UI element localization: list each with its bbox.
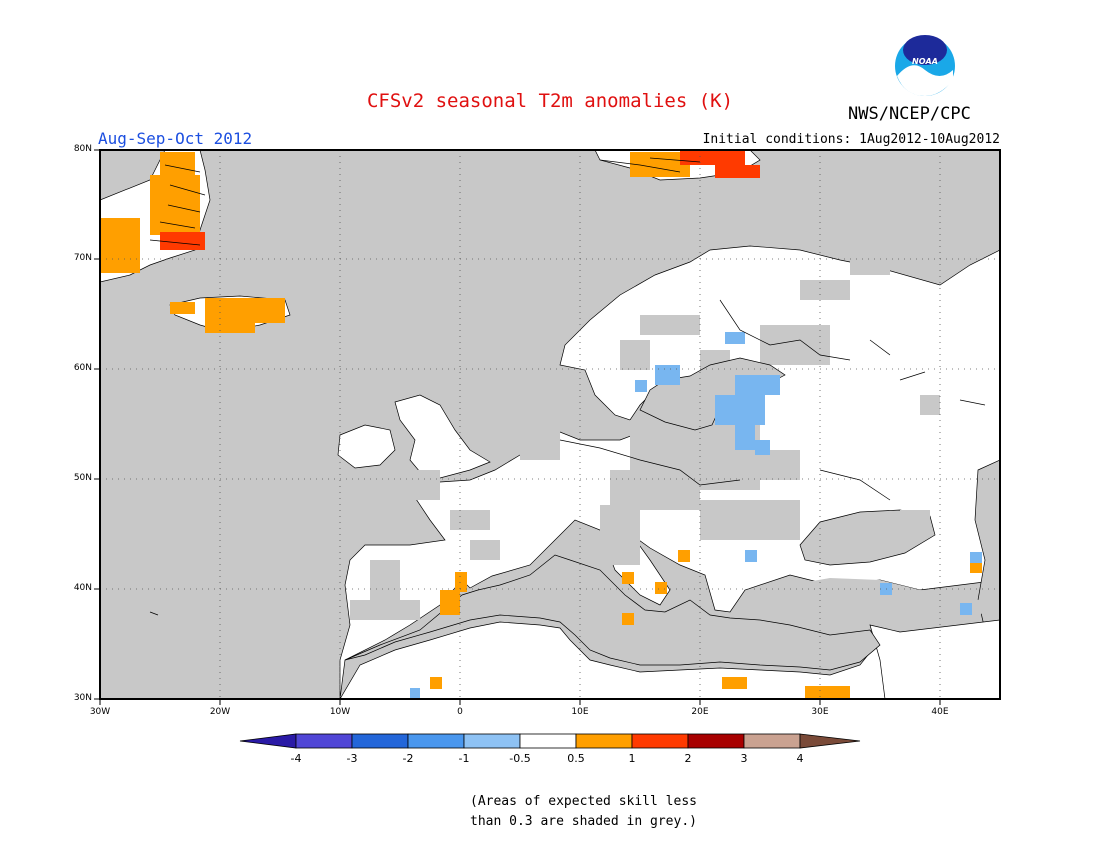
lon-label-10w: 10W bbox=[329, 707, 351, 717]
colorbar-swatch-above-4 bbox=[799, 733, 861, 749]
colorbar-swatch-neutral bbox=[519, 733, 577, 749]
lat-label-40n: 40N bbox=[73, 583, 92, 593]
lon-label-30w: 30W bbox=[89, 707, 111, 717]
season-label: Aug-Sep-Oct 2012 bbox=[98, 129, 253, 148]
lon-label-20e: 20E bbox=[691, 707, 709, 717]
lon-label-0: 0 bbox=[457, 707, 463, 717]
coastline-details bbox=[149, 157, 986, 616]
chart-title: CFSv2 seasonal T2m anomalies (K) bbox=[366, 90, 734, 112]
great-britain bbox=[394, 394, 491, 479]
colorbar-label-neg05: -0.5 bbox=[509, 752, 531, 765]
anomaly-map bbox=[100, 150, 1000, 699]
colorbar-swatch-neg3-neg2 bbox=[351, 733, 409, 749]
colorbar-swatch-3-4 bbox=[743, 733, 801, 749]
colorbar-label-neg2: -2 bbox=[402, 752, 414, 765]
lat-lon-gridlines bbox=[100, 150, 1000, 699]
levant bbox=[869, 619, 1000, 699]
colorbar-label-05: 0.5 bbox=[567, 752, 585, 765]
lat-label-50n: 50N bbox=[73, 473, 92, 483]
colorbar-label-2: 2 bbox=[684, 752, 692, 765]
ireland bbox=[337, 424, 396, 469]
hot-anomaly-cells bbox=[160, 150, 760, 250]
colorbar-label-neg1: -1 bbox=[458, 752, 470, 765]
mediterranean-sea bbox=[344, 554, 881, 671]
noaa-logo: NOAA bbox=[895, 35, 955, 96]
lon-label-20w: 20W bbox=[209, 707, 231, 717]
lat-label-70n: 70N bbox=[73, 253, 92, 263]
colorbar-label-1: 1 bbox=[628, 752, 636, 765]
colorbar-swatch-neg1-neg05 bbox=[463, 733, 521, 749]
colorbar-swatch-1-2 bbox=[631, 733, 689, 749]
lon-label-10e: 10E bbox=[571, 707, 589, 717]
lat-label-30n: 30N bbox=[73, 693, 92, 703]
skill-footnote: (Areas of expected skill less than 0.3 a… bbox=[470, 792, 697, 832]
lat-label-60n: 60N bbox=[73, 363, 92, 373]
north-africa bbox=[339, 621, 886, 699]
axis-ticks bbox=[94, 149, 941, 705]
skill-footnote-line-2: than 0.3 are shaded in grey.) bbox=[470, 814, 697, 829]
map-frame bbox=[99, 149, 1001, 700]
agency-label: NWS/NCEP/CPC bbox=[848, 104, 971, 124]
colorbar-swatch-neg4-neg3 bbox=[295, 733, 353, 749]
lon-label-30e: 30E bbox=[811, 707, 829, 717]
lon-label-40e: 40E bbox=[931, 707, 949, 717]
colorbar-swatch-05-1 bbox=[575, 733, 633, 749]
skill-footnote-line-1: (Areas of expected skill less bbox=[470, 794, 697, 809]
noaa-logo-text: NOAA bbox=[912, 57, 938, 66]
colorbar-swatch-neg2-neg1 bbox=[407, 733, 465, 749]
colorbar-swatch-below-4 bbox=[239, 733, 297, 749]
cold-anomaly-cells bbox=[410, 332, 982, 699]
colorbar-swatch-2-3 bbox=[687, 733, 745, 749]
colorbar-label-3: 3 bbox=[740, 752, 748, 765]
colorbar-label-4: 4 bbox=[796, 752, 804, 765]
colorbar-label-neg4: -4 bbox=[290, 752, 302, 765]
colorbar bbox=[239, 733, 861, 749]
lat-label-80n: 80N bbox=[73, 144, 92, 154]
initial-conditions-label: Initial conditions: 1Aug2012-10Aug2012 bbox=[702, 132, 1000, 147]
colorbar-label-neg3: -3 bbox=[346, 752, 358, 765]
